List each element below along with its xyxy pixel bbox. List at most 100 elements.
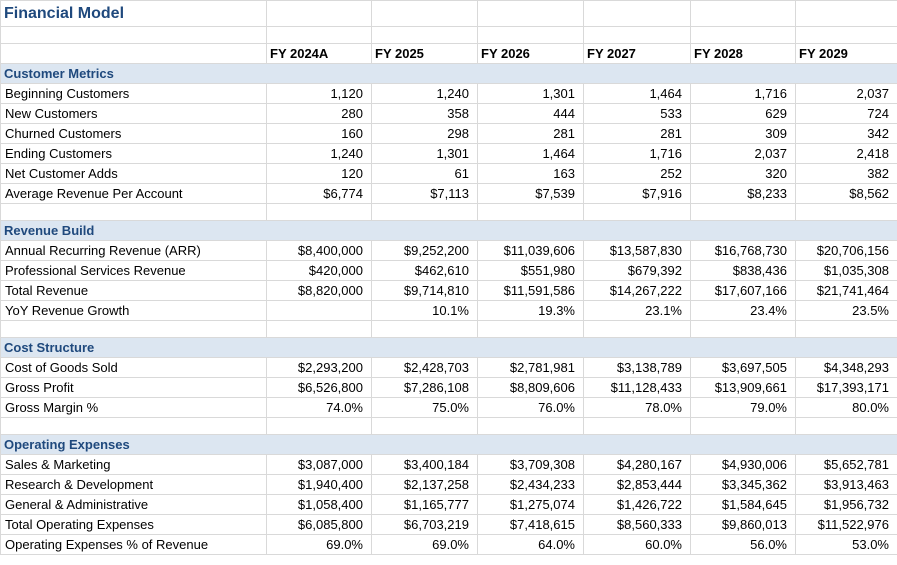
value-cell[interactable]: $9,252,200 [371, 240, 478, 261]
value-cell[interactable]: 64.0% [477, 534, 584, 555]
value-cell[interactable]: $6,526,800 [266, 377, 372, 398]
value-cell[interactable]: $679,392 [583, 260, 691, 281]
value-cell[interactable]: $7,286,108 [371, 377, 478, 398]
value-cell[interactable]: 280 [266, 103, 372, 124]
value-cell[interactable]: 342 [795, 123, 897, 144]
value-cell[interactable]: $8,809,606 [477, 377, 584, 398]
empty-cell[interactable] [0, 43, 267, 64]
value-cell[interactable]: $3,345,362 [690, 474, 796, 495]
row-label-total-revenue[interactable]: Total Revenue [0, 280, 267, 301]
value-cell[interactable]: 1,240 [371, 83, 478, 104]
value-cell[interactable]: 252 [583, 163, 691, 184]
value-cell[interactable]: 2,037 [795, 83, 897, 104]
value-cell[interactable]: $7,113 [371, 183, 478, 204]
empty-cell[interactable] [583, 203, 691, 221]
row-label-total-operating-expenses[interactable]: Total Operating Expenses [0, 514, 267, 535]
value-cell[interactable]: $9,714,810 [371, 280, 478, 301]
empty-cell[interactable] [690, 203, 796, 221]
column-header-fy-2027[interactable]: FY 2027 [583, 43, 691, 64]
empty-cell[interactable] [795, 0, 897, 27]
value-cell[interactable]: $3,697,505 [690, 357, 796, 378]
value-cell[interactable]: 358 [371, 103, 478, 124]
value-cell[interactable]: 1,240 [266, 143, 372, 164]
value-cell[interactable]: $462,610 [371, 260, 478, 281]
value-cell[interactable]: $1,035,308 [795, 260, 897, 281]
row-label-ending-customers[interactable]: Ending Customers [0, 143, 267, 164]
value-cell[interactable]: 281 [583, 123, 691, 144]
value-cell[interactable]: $1,165,777 [371, 494, 478, 515]
empty-cell[interactable] [690, 417, 796, 435]
empty-cell[interactable] [477, 417, 584, 435]
value-cell[interactable]: $8,400,000 [266, 240, 372, 261]
value-cell[interactable]: 1,464 [583, 83, 691, 104]
value-cell[interactable]: $1,956,732 [795, 494, 897, 515]
column-header-fy-2029[interactable]: FY 2029 [795, 43, 897, 64]
row-label-sales-marketing[interactable]: Sales & Marketing [0, 454, 267, 475]
value-cell[interactable]: 56.0% [690, 534, 796, 555]
row-label-net-customer-adds[interactable]: Net Customer Adds [0, 163, 267, 184]
value-cell[interactable]: $17,607,166 [690, 280, 796, 301]
value-cell[interactable]: $4,280,167 [583, 454, 691, 475]
row-label-gross-profit[interactable]: Gross Profit [0, 377, 267, 398]
value-cell[interactable]: $8,233 [690, 183, 796, 204]
value-cell[interactable]: $11,039,606 [477, 240, 584, 261]
empty-cell[interactable] [795, 417, 897, 435]
value-cell[interactable]: $1,584,645 [690, 494, 796, 515]
empty-cell[interactable] [477, 26, 584, 44]
value-cell[interactable]: $838,436 [690, 260, 796, 281]
empty-cell[interactable] [583, 320, 691, 338]
value-cell[interactable]: 2,418 [795, 143, 897, 164]
value-cell[interactable]: $13,909,661 [690, 377, 796, 398]
value-cell[interactable]: $8,562 [795, 183, 897, 204]
row-label-gross-margin[interactable]: Gross Margin % [0, 397, 267, 418]
empty-cell[interactable] [371, 203, 478, 221]
value-cell[interactable]: $21,741,464 [795, 280, 897, 301]
value-cell[interactable]: $11,591,586 [477, 280, 584, 301]
value-cell[interactable]: $2,428,703 [371, 357, 478, 378]
empty-cell[interactable] [0, 417, 267, 435]
section-header-operating-expenses[interactable]: Operating Expenses [0, 434, 897, 455]
row-label-new-customers[interactable]: New Customers [0, 103, 267, 124]
value-cell[interactable]: 69.0% [266, 534, 372, 555]
value-cell[interactable]: $1,426,722 [583, 494, 691, 515]
value-cell[interactable]: $420,000 [266, 260, 372, 281]
value-cell[interactable]: $2,434,233 [477, 474, 584, 495]
row-label-professional-services-revenue[interactable]: Professional Services Revenue [0, 260, 267, 281]
value-cell[interactable]: $1,940,400 [266, 474, 372, 495]
empty-cell[interactable] [0, 26, 267, 44]
value-cell[interactable]: $5,652,781 [795, 454, 897, 475]
value-cell[interactable]: 724 [795, 103, 897, 124]
empty-cell[interactable] [266, 417, 372, 435]
value-cell[interactable]: 78.0% [583, 397, 691, 418]
section-header-customer-metrics[interactable]: Customer Metrics [0, 63, 897, 84]
empty-cell[interactable] [371, 417, 478, 435]
value-cell[interactable]: 160 [266, 123, 372, 144]
row-label-beginning-customers[interactable]: Beginning Customers [0, 83, 267, 104]
value-cell[interactable]: 1,301 [477, 83, 584, 104]
value-cell[interactable]: 1,301 [371, 143, 478, 164]
value-cell[interactable]: $16,768,730 [690, 240, 796, 261]
value-cell[interactable]: 10.1% [371, 300, 478, 321]
value-cell[interactable]: 444 [477, 103, 584, 124]
empty-cell[interactable] [0, 203, 267, 221]
value-cell[interactable]: 309 [690, 123, 796, 144]
empty-cell[interactable] [371, 320, 478, 338]
empty-cell[interactable] [583, 26, 691, 44]
value-cell[interactable]: $551,980 [477, 260, 584, 281]
value-cell[interactable]: $7,539 [477, 183, 584, 204]
value-cell[interactable]: 74.0% [266, 397, 372, 418]
row-label-yoy-revenue-growth[interactable]: YoY Revenue Growth [0, 300, 267, 321]
value-cell[interactable]: $6,774 [266, 183, 372, 204]
empty-cell[interactable] [0, 320, 267, 338]
empty-cell[interactable] [266, 0, 372, 27]
value-cell[interactable]: 1,464 [477, 143, 584, 164]
value-cell[interactable]: $11,128,433 [583, 377, 691, 398]
value-cell[interactable]: $2,293,200 [266, 357, 372, 378]
value-cell[interactable]: $4,348,293 [795, 357, 897, 378]
value-cell[interactable]: 298 [371, 123, 478, 144]
value-cell[interactable]: $17,393,171 [795, 377, 897, 398]
column-header-fy-2024a[interactable]: FY 2024A [266, 43, 372, 64]
value-cell[interactable]: 320 [690, 163, 796, 184]
empty-cell[interactable] [795, 320, 897, 338]
value-cell[interactable]: 23.1% [583, 300, 691, 321]
